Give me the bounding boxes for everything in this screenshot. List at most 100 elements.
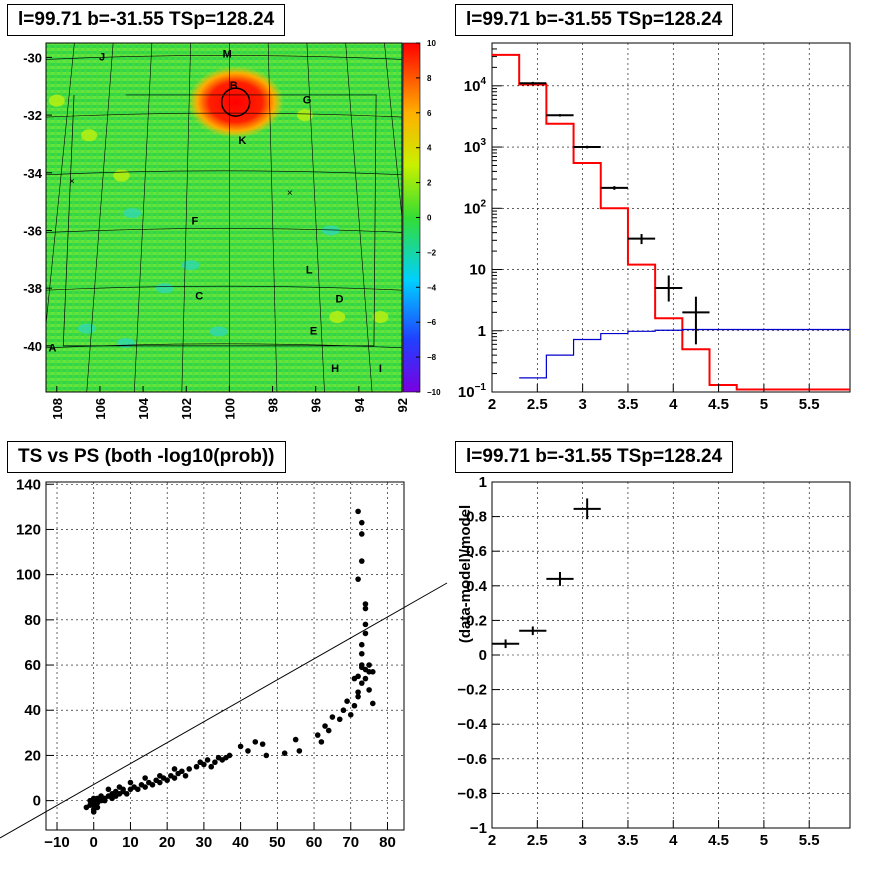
y-tick-label: 104 (464, 76, 487, 95)
scatter-point (325, 727, 332, 734)
y-tick-label: -38 (23, 281, 42, 296)
ts-vs-ps-panel: −10 0 10 20 30 40 50 60 70 80 0 20 40 60 80 100 120 140 (0, 476, 448, 851)
scatter-point (179, 768, 185, 775)
y-tick-label: 1 (479, 474, 487, 491)
scatter-point (263, 752, 270, 759)
scatter-point (296, 748, 303, 754)
scatter-point (340, 707, 347, 714)
scatter-point (134, 786, 141, 793)
low-value-patch (181, 260, 200, 271)
scatter-point (358, 650, 365, 657)
cross-marker: × (287, 188, 293, 199)
x-tick-label: 70 (342, 834, 359, 851)
colorbar-tick-label: −10 (427, 388, 441, 397)
y-tick-label: −1 (470, 820, 487, 837)
scatter-point (362, 601, 369, 607)
low-value-patch (209, 326, 228, 337)
longitude-line (46, 43, 75, 328)
scatter-point (149, 782, 156, 788)
x-tick-label: 98 (266, 398, 281, 412)
scatter-point (171, 766, 178, 772)
region-letter: J (99, 51, 105, 63)
scatter-point (157, 779, 163, 786)
y-tick-label: 0.4 (466, 578, 488, 595)
x-tick-label: 102 (179, 398, 194, 420)
scatter-point (157, 772, 163, 779)
scatter-point (366, 687, 372, 693)
x-tick-label: 5.5 (799, 832, 820, 849)
x-tick-label: 4 (669, 832, 678, 849)
plot-frame (45, 481, 405, 831)
longitude-line (133, 43, 153, 392)
low-value-patch (321, 225, 340, 236)
longitude-line (384, 43, 402, 221)
scatter-point (245, 748, 251, 754)
y-tick-label: 1 (478, 323, 486, 340)
region-letter: L (306, 265, 313, 277)
scatter-point (362, 630, 369, 637)
x-tick-label: 96 (309, 398, 324, 412)
x-tick-label: 0 (90, 834, 98, 851)
scatter-point (164, 777, 170, 784)
y-tick-label: −0.4 (457, 716, 487, 733)
high-value-patch (81, 129, 98, 142)
longitude-line (267, 43, 278, 392)
longitude-line (86, 43, 114, 392)
scatter-point (142, 784, 148, 790)
region-letter: F (192, 216, 199, 228)
cross-marker: × (69, 176, 75, 187)
colorbar-tick-label: 8 (427, 74, 432, 83)
scatter-point (351, 675, 358, 682)
x-tick-label: 2 (488, 396, 496, 413)
y-tick-label: −0.8 (457, 785, 487, 802)
low-value-patch (77, 323, 96, 334)
x-tick-label: 92 (395, 398, 410, 412)
y-tick-label: 0.6 (466, 543, 487, 560)
plot-content (492, 53, 850, 391)
high-value-patch (372, 311, 389, 324)
scatter-point (358, 531, 365, 537)
region-letter: H (331, 363, 339, 375)
latitude-line (46, 228, 402, 233)
scatter-point (322, 723, 328, 729)
y-tick-label: -32 (23, 108, 42, 123)
source-hotspot (187, 66, 284, 139)
scatter-point (90, 809, 97, 815)
colorbar-tick-label: −4 (427, 283, 437, 292)
scatter-point (366, 662, 372, 668)
scatter-point (369, 669, 376, 675)
x-tick-label: −10 (44, 834, 69, 851)
scatter-point (116, 784, 123, 790)
x-tick-label: 3 (578, 832, 586, 849)
scatter-point (127, 779, 134, 786)
scatter-point (362, 621, 369, 628)
scatter-point (362, 666, 369, 673)
scatter-point (344, 698, 350, 704)
x-tick-label: 4.5 (708, 396, 729, 413)
scatter-point (237, 743, 244, 750)
region-letter: D (335, 294, 343, 306)
high-value-patch (329, 311, 346, 324)
scatter-point (281, 750, 288, 756)
y-tick-label: 0.2 (466, 612, 487, 629)
longitude-line (306, 43, 325, 392)
region-outline (62, 94, 377, 347)
region-letter: A (48, 343, 56, 355)
scatter-point (87, 797, 93, 804)
x-tick-label: 60 (306, 834, 323, 851)
x-tick-label: 2 (488, 832, 496, 849)
y-tick-label: 60 (24, 657, 41, 674)
region-letter: I (379, 363, 382, 375)
colorbar-tick-label: 0 (427, 214, 432, 223)
y-tick-label: -36 (23, 223, 42, 238)
model-histogram (492, 53, 850, 391)
scatter-point (101, 797, 108, 804)
scatter-point (355, 689, 361, 695)
y-tick-label: -30 (23, 50, 42, 65)
y-tick-label: 100 (16, 567, 41, 584)
scatter-point (362, 605, 369, 612)
scatter-point (171, 775, 178, 781)
plot-frame (45, 42, 403, 393)
